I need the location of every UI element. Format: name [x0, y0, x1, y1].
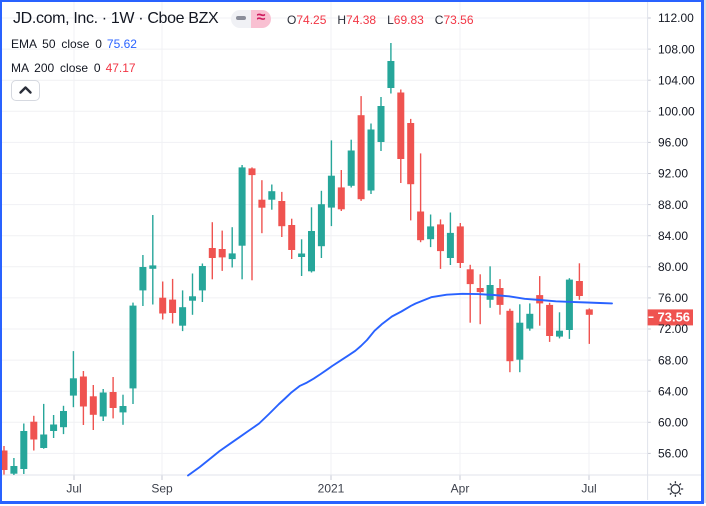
- svg-text:104.00: 104.00: [658, 73, 695, 87]
- svg-text:56.00: 56.00: [658, 447, 688, 461]
- svg-text:68.00: 68.00: [658, 353, 688, 367]
- svg-text:100.00: 100.00: [658, 105, 695, 119]
- svg-text:96.00: 96.00: [658, 136, 688, 150]
- svg-text:108.00: 108.00: [658, 42, 695, 56]
- svg-text:112.00: 112.00: [658, 11, 694, 25]
- svg-text:73.56: 73.56: [658, 310, 691, 325]
- svg-text:Jul: Jul: [66, 482, 81, 496]
- svg-text:84.00: 84.00: [658, 229, 688, 243]
- svg-text:92.00: 92.00: [658, 167, 688, 181]
- svg-text:Jul: Jul: [581, 482, 596, 496]
- svg-text:64.00: 64.00: [658, 384, 688, 398]
- svg-text:Sep: Sep: [151, 482, 173, 496]
- svg-text:Apr: Apr: [451, 482, 470, 496]
- svg-text:2021: 2021: [318, 482, 345, 496]
- svg-text:80.00: 80.00: [658, 260, 688, 274]
- svg-text:76.00: 76.00: [658, 291, 688, 305]
- svg-text:72.00: 72.00: [658, 322, 688, 336]
- svg-text:88.00: 88.00: [658, 198, 688, 212]
- svg-text:60.00: 60.00: [658, 416, 688, 430]
